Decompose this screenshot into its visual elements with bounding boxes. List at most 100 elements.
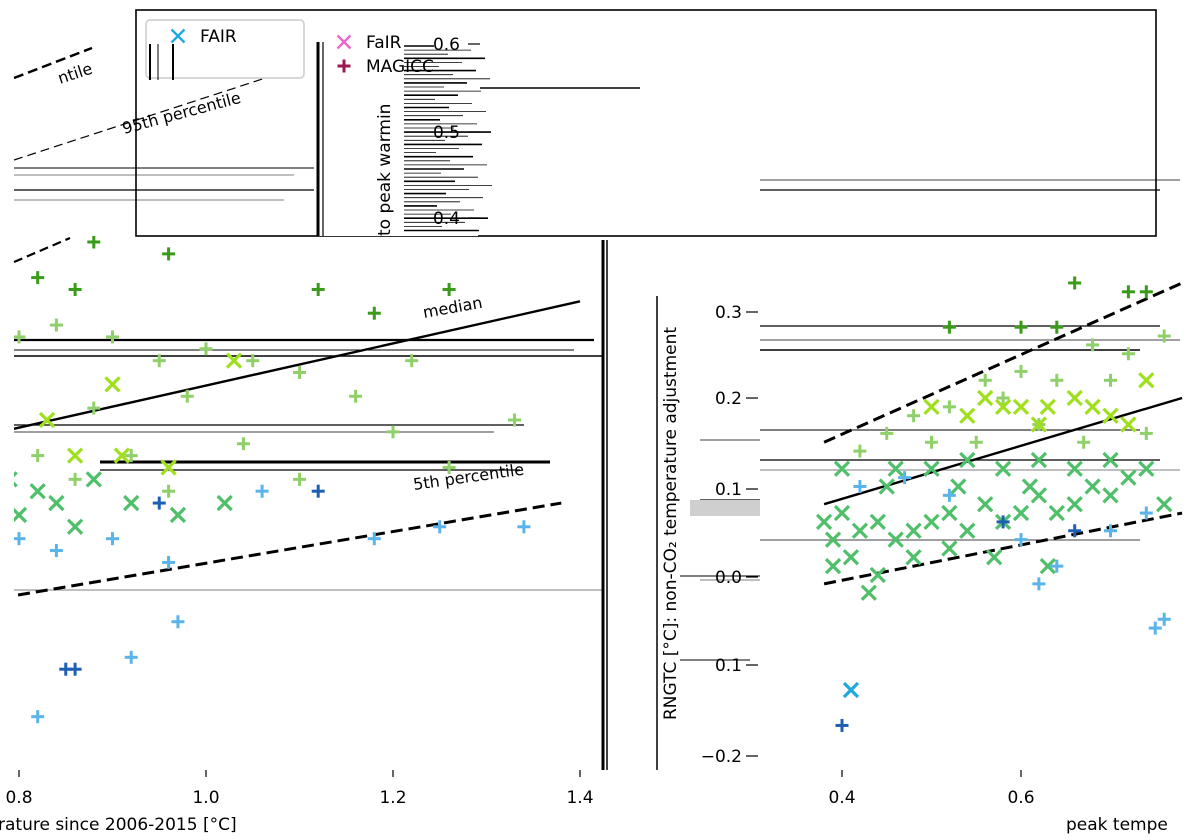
left-point-s0-2: [31, 271, 45, 285]
inset-y-ticks: 0.4 0.5 0.6: [433, 35, 480, 229]
right-point-s3-5: [887, 531, 904, 548]
right-point-s0-1: [1121, 285, 1135, 299]
left-pct-label-95: 95th percentile: [120, 88, 243, 138]
right-point-s3-15: [1066, 496, 1083, 513]
right-point-s3-23: [887, 460, 904, 477]
right-point-s3-9: [959, 522, 976, 539]
left-point-s1-2: [106, 330, 119, 344]
right-point-s3-22: [869, 566, 886, 584]
right-point-s1-12: [925, 435, 938, 449]
left-point-s1-3: [152, 354, 166, 368]
right-point-s3-21: [842, 549, 860, 566]
right-point-s4-0: [853, 480, 867, 493]
left-point-s2-0: [38, 411, 56, 429]
right-point-s3-25: [959, 451, 976, 469]
left-point-s3-5: [169, 506, 187, 524]
right-point-s1-6: [1104, 373, 1117, 387]
right-point-s3-2: [833, 504, 851, 522]
right-point-s1-15: [1139, 426, 1153, 440]
right-point-s1-3: [978, 373, 992, 387]
left-point-s4-4: [255, 484, 269, 498]
right-point-s4-2: [942, 488, 956, 502]
right-point-s1-2: [1157, 329, 1171, 343]
right-point-s3-7: [923, 513, 940, 531]
percentile-line-median: [14, 300, 581, 431]
left-pct-label-median: median: [421, 293, 483, 322]
right-point-s5-0: [835, 718, 849, 732]
right-point-s2-1: [994, 398, 1012, 415]
left-point-s2-1: [104, 376, 121, 393]
right-point-s3-31: [905, 549, 922, 566]
left-point-s1-12: [508, 413, 522, 427]
left-point-s0-7: [442, 282, 456, 296]
left-panel: 0.8 1.0 1.2 1.4 rature since 2006-2015 [°C]…: [0, 46, 608, 835]
left-point-s4-10: [31, 710, 45, 724]
right-point-s0-0: [1068, 276, 1082, 290]
left-x-ticks: 0.8 1.0 1.2 1.4: [5, 770, 594, 808]
inset-y-label: to peak warmin: [375, 104, 395, 236]
right-y-tick-label-4: 0.2: [715, 389, 742, 409]
left-point-s1-19: [293, 472, 306, 486]
right-scatter-points: [815, 276, 1173, 732]
left-point-s5-2: [311, 484, 325, 498]
left-x-tick-label-1: 1.0: [192, 788, 219, 808]
right-point-s1-1: [1121, 347, 1135, 361]
right-point-s2-10: [1030, 416, 1048, 433]
left-point-s1-11: [386, 425, 400, 439]
left-point-s1-18: [162, 484, 176, 498]
left-x-tick-label-2: 1.2: [379, 788, 406, 808]
right-point-s3-3: [851, 522, 869, 539]
legend: FAIR FaIR MAGICC: [145, 19, 434, 80]
right-point-s5-2: [1068, 524, 1082, 538]
right-point-s3-35: [860, 584, 877, 601]
left-point-s0-1: [87, 236, 101, 249]
left-point-s1-8: [87, 401, 101, 415]
left-point-s1-10: [349, 389, 363, 403]
right-point-s1-4: [1014, 364, 1028, 378]
right-point-s1-13: [969, 435, 983, 449]
right-point-s3-38: [950, 478, 967, 495]
legend-marker-0: [170, 28, 186, 44]
left-pct-label-top: ntile: [55, 59, 94, 88]
right-point-s3-18: [1120, 469, 1137, 486]
right-point-s3-28: [1066, 460, 1083, 477]
inset-panel: to peak warmin 0.4 0.5 0.6: [316, 35, 492, 236]
right-point-s3-20: [824, 558, 842, 575]
left-point-s3-0: [14, 471, 18, 488]
right-point-s1-11: [880, 426, 894, 440]
right-point-s3-8: [941, 504, 958, 522]
left-point-s4-6: [433, 520, 447, 534]
right-point-s3-26: [994, 460, 1012, 477]
right-y-tick-label-2: 0.0: [715, 568, 742, 588]
left-pct-label-5th: 5th percentile: [412, 460, 525, 494]
right-point-s2-8: [959, 407, 976, 424]
right-point-s3-33: [986, 549, 1003, 566]
left-x-tick-label-0: 0.8: [5, 788, 32, 808]
left-point-s0-6: [367, 306, 381, 320]
right-point-s3-10: [977, 496, 994, 513]
right-point-s4-5: [1032, 577, 1046, 591]
inset-tick-label-0: 0.4: [433, 209, 460, 229]
legend-label-0: FAIR: [200, 27, 237, 47]
left-point-s4-5: [367, 532, 381, 546]
right-point-s2-11: [1120, 416, 1137, 433]
right-point-s2-9: [923, 398, 940, 415]
right-point-s1-7: [907, 409, 921, 423]
left-point-s2-4: [113, 447, 130, 464]
left-point-s2-5: [160, 459, 177, 476]
left-x-tick-label-3: 1.4: [566, 788, 593, 808]
left-point-s1-6: [293, 366, 306, 380]
artifact-grey-strip: [690, 500, 760, 516]
right-point-s0-5: [1050, 320, 1064, 334]
right-point-s3-34: [1039, 558, 1056, 575]
left-point-s0-5: [311, 282, 325, 296]
right-point-s1-9: [996, 391, 1010, 405]
percentile-line-5th-percentile: [823, 511, 1183, 586]
right-point-s3-39: [1021, 478, 1039, 495]
left-point-s4-8: [171, 615, 185, 629]
left-point-s3-2: [48, 494, 65, 512]
left-x-axis-label: rature since 2006-2015 [°C]: [0, 815, 237, 835]
right-point-s2-7: [1138, 372, 1155, 389]
left-point-s1-5: [246, 354, 260, 368]
